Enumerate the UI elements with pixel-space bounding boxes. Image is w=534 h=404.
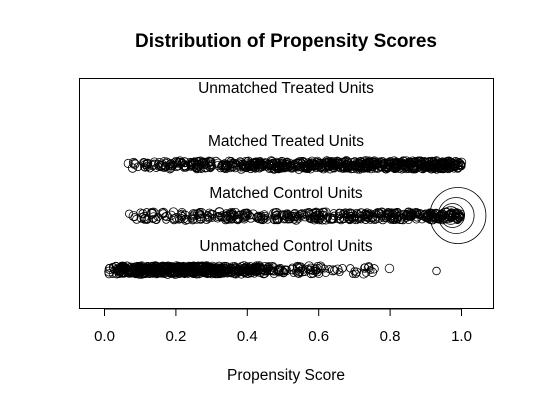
group-label-matched-treated: Matched Treated Units [208, 133, 364, 150]
point-unmatched-control-units-outlier [433, 267, 441, 275]
x-tick-label: 0.0 [94, 328, 115, 345]
x-tick-label: 0.8 [380, 328, 401, 345]
points-layer [105, 157, 486, 279]
chart-title: Distribution of Propensity Scores [135, 31, 437, 52]
x-tick-label: 1.0 [451, 328, 472, 345]
group-label-unmatched-control: Unmatched Control Units [199, 238, 372, 255]
point-unmatched-control-units [385, 264, 394, 273]
x-axis: 0.0 0.2 0.4 0.6 0.8 1.0 [94, 309, 472, 345]
x-axis-label: Propensity Score [227, 367, 345, 384]
group-label-matched-control: Matched Control Units [209, 185, 363, 202]
x-tick-label: 0.2 [165, 328, 186, 345]
x-tick-label: 0.6 [308, 328, 329, 345]
x-tick-label: 0.4 [237, 328, 258, 345]
group-label-unmatched-treated: Unmatched Treated Units [198, 80, 374, 97]
